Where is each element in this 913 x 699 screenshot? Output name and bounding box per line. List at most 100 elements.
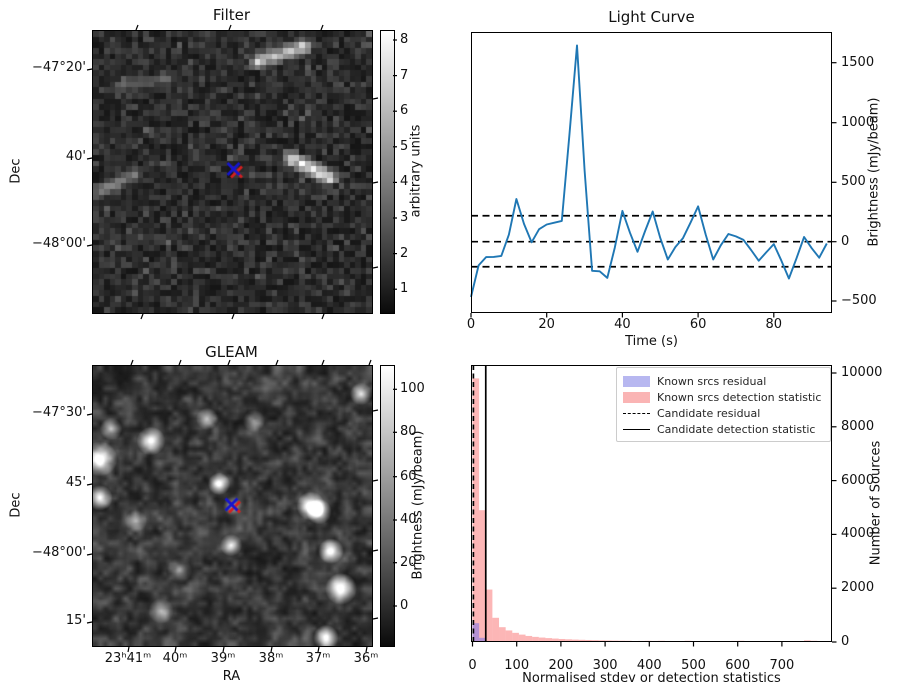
filter-colorbar-tick-label: 8 [400, 32, 409, 47]
gleam-colorbar-tick-label: 60 [400, 468, 417, 484]
histogram-bar-pink [532, 636, 539, 642]
lightcurve-xtick-label: 40 [614, 317, 631, 332]
histogram-bar-pink [578, 639, 586, 642]
filter-colorbar-tick-label: 7 [400, 67, 409, 83]
histogram-bar-pink [518, 634, 526, 642]
axis-tick [365, 646, 368, 653]
histogram-bar-pink [472, 378, 480, 642]
gleam-colorbar-tick-label: 100 [400, 381, 425, 397]
legend-item-known-detstat: Known srcs detection statistic [623, 389, 823, 405]
legend-label: Known srcs detection statistic [657, 390, 822, 404]
axis-tick [227, 359, 231, 366]
filter-colorbar-ticks [393, 39, 397, 290]
filter-ytick-label: 40' [65, 149, 86, 164]
axis-tick [127, 646, 130, 653]
histogram-ytick-label: 4000 [841, 526, 875, 542]
histogram-ytick-label: 0 [841, 634, 850, 649]
lightcurve-xtick-label: 20 [538, 317, 555, 332]
axis-tick [372, 266, 379, 269]
gleam-colorbar-tick-label: 20 [400, 554, 417, 570]
axis-tick [86, 553, 93, 556]
filter-colorbar-tick-label: 4 [400, 174, 409, 190]
legend-item-candidate-detstat: Candidate detection statistic [623, 421, 823, 437]
legend-item-candidate-residual: Candidate residual [623, 405, 823, 421]
gleam-ytick-label: −47°30' [31, 405, 86, 420]
axis-tick [368, 359, 372, 366]
histogram-xtick-label: 400 [636, 658, 662, 673]
filter-colorbar-tick-label: 1 [400, 281, 409, 297]
filter-ytick-label: −47°20' [31, 60, 86, 75]
gleam-title: GLEAM [205, 343, 258, 361]
gleam-colorbar-label: Brightness (mJy/beam) [410, 430, 426, 580]
pink-patch-icon [623, 391, 650, 403]
histogram-xtick-label: 300 [592, 658, 618, 673]
gleam-ytick-label: 15' [65, 613, 86, 628]
filter-ytick-label: −48°00' [31, 236, 86, 251]
filter-colorbar-tick-label: 2 [400, 245, 409, 261]
histogram-xtick-label: 200 [548, 658, 574, 673]
filter-axis-ticks [86, 24, 379, 320]
axis-tick [372, 617, 379, 620]
histogram-legend: Known srcs residual Known srcs detection… [616, 367, 831, 442]
histogram-xtick-label: 100 [504, 658, 530, 673]
axis-tick [140, 313, 144, 320]
legend-label: Known srcs residual [657, 374, 767, 388]
axis-tick [228, 24, 232, 31]
axis-tick [321, 313, 325, 320]
histogram-bar-pink [565, 639, 572, 642]
lightcurve-ytick-label: 1500 [841, 54, 875, 70]
filter-colorbar-label: arbitrary units [408, 124, 424, 218]
filter-image-panel [86, 24, 379, 320]
filter-colorbar-tick-label: 5 [400, 138, 409, 154]
histogram-bar-pink [505, 630, 513, 642]
gleam-colorbar-tick-label: 80 [400, 424, 417, 440]
histogram-xtick-label: 0 [468, 658, 477, 673]
axis-tick [321, 359, 325, 366]
filter-colorbar-tick-label: 3 [400, 210, 409, 225]
lightcurve-xtick-label: 60 [689, 317, 707, 332]
gleam-xtick-label: 36ᵐ [353, 651, 379, 666]
lightcurve-line [470, 44, 828, 298]
histogram-ytick-label: 2000 [841, 580, 875, 596]
histogram-plot [471, 365, 837, 647]
lightcurve-ytick-label: 0 [841, 233, 850, 249]
histogram-ytick-label: 6000 [841, 472, 875, 488]
solid-line-icon [623, 428, 650, 430]
gleam-xlabel: RA [222, 669, 241, 684]
axis-tick [372, 549, 379, 552]
lightcurve-ytick-label: 1000 [841, 114, 875, 130]
gleam-ylabel: Dec [8, 492, 24, 518]
gleam-ytick-label: 45' [65, 475, 86, 490]
gleam-colorbar-tick-label: 40 [400, 512, 417, 527]
histogram-bar-pink [538, 637, 546, 642]
histogram-bar-blue [479, 637, 486, 642]
axis-tick [372, 97, 379, 100]
histogram-bar-pink [558, 638, 566, 642]
axis-tick [372, 181, 379, 184]
histogram-bar-pink [499, 627, 506, 642]
histogram-ytick-label: 10000 [841, 365, 883, 380]
gleam-xtick-label: 23ʰ41ᵐ [104, 651, 152, 666]
histogram-bar-pink [585, 639, 592, 642]
axis-tick [317, 646, 320, 653]
axis-tick [270, 646, 273, 653]
axis-tick [86, 68, 93, 71]
axis-tick [372, 479, 379, 482]
filter-colorbar-tick-label: 6 [400, 103, 409, 119]
lightcurve-xtick-label: 0 [466, 317, 476, 332]
lightcurve-xtick-label: 80 [765, 317, 783, 332]
axis-tick [86, 621, 93, 624]
legend-item-known-residual: Known srcs residual [623, 373, 823, 389]
axis-tick [372, 409, 379, 412]
legend-label: Candidate residual [657, 406, 761, 420]
lightcurve-title: Light Curve [608, 8, 695, 26]
gleam-colorbar-tick-label: 0 [400, 598, 409, 613]
histogram-ylabel: Number of Sources [868, 440, 884, 566]
histogram-bar-pink [512, 632, 519, 642]
axis-tick [86, 413, 93, 416]
legend-label: Candidate detection statistic [657, 422, 816, 436]
lightcurve-ytick-label: 500 [841, 174, 866, 190]
axis-tick [320, 24, 324, 31]
gleam-xtick-label: 38ᵐ [258, 651, 284, 666]
